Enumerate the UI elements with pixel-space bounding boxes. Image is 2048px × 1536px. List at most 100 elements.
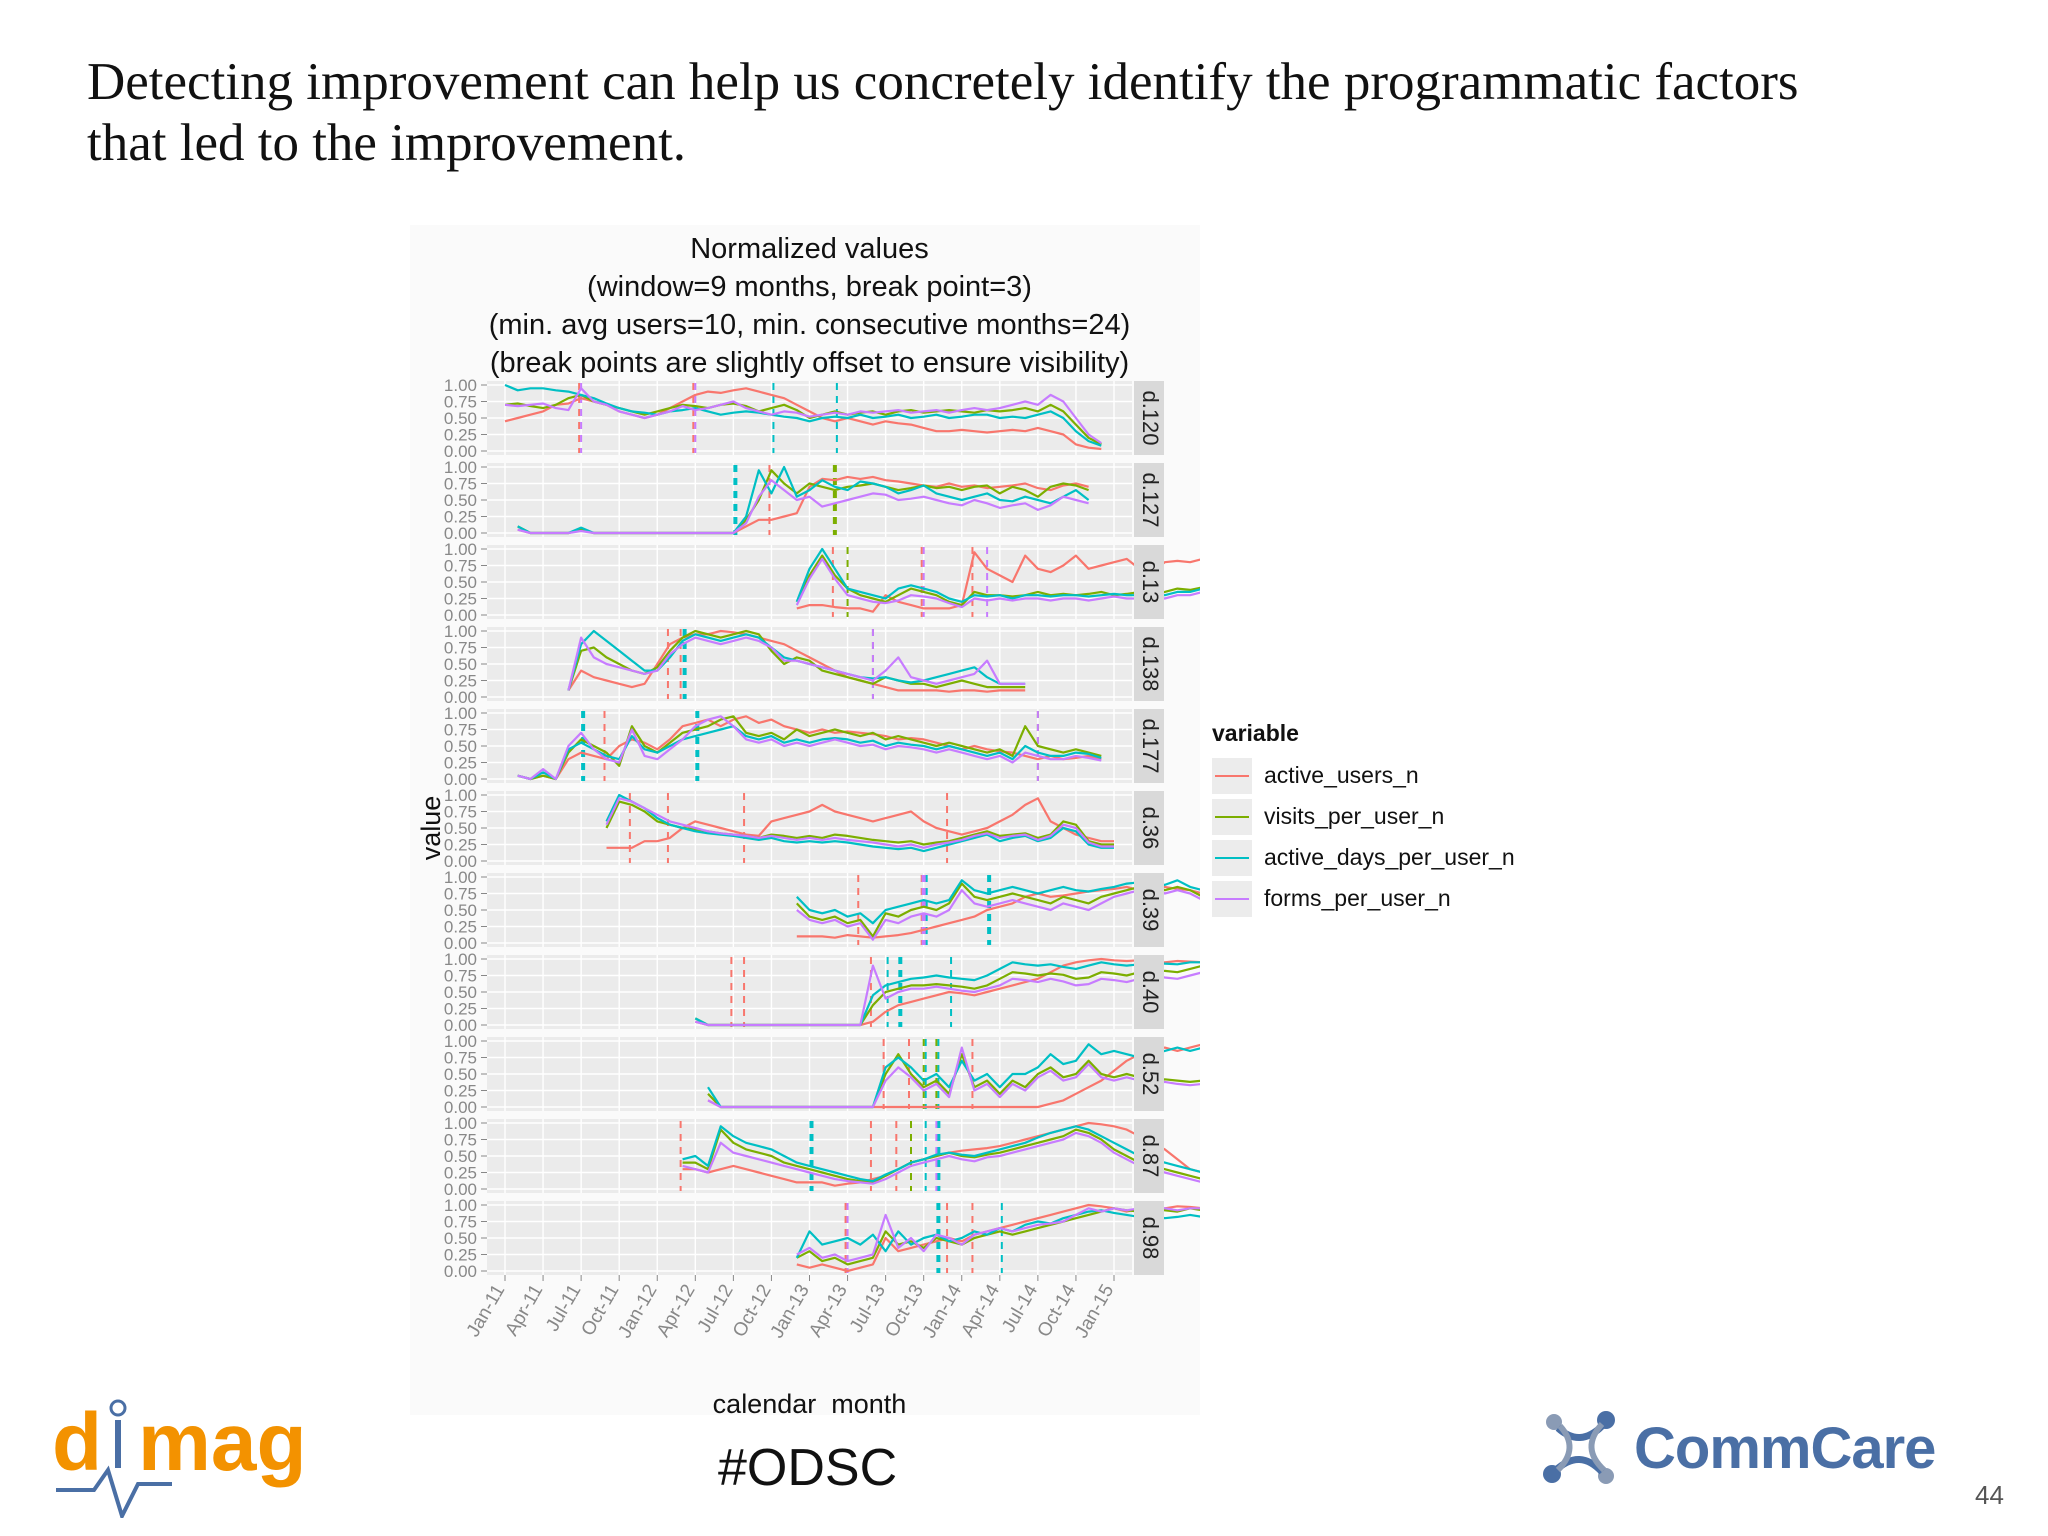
series-line-active_users_n: [606, 797, 1114, 849]
chart-title-line: (break points are slightly offset to ens…: [490, 347, 1129, 379]
facet-strip: [1134, 1119, 1164, 1193]
series-line-forms_per_user_n: [517, 479, 1089, 535]
y-tick-label: 1.00: [444, 458, 477, 477]
series-line-active_days_per_user_n: [504, 383, 1102, 447]
legend-label-active-users: active_users_n: [1264, 762, 1419, 788]
x-tick-label: Apr-11: [501, 1281, 547, 1340]
y-tick-label: 0.75: [444, 1049, 477, 1068]
y-tick-label: 0.75: [444, 803, 477, 822]
legend-title: variable: [1212, 720, 1299, 746]
y-tick-label: 0.25: [444, 672, 477, 691]
series-line-visits_per_user_n: [605, 800, 1114, 846]
y-tick-label: 0.25: [444, 426, 477, 445]
y-tick-label: 0.50: [444, 409, 477, 428]
x-tick-label: Apr-14: [957, 1281, 1004, 1341]
facet-strip: [1134, 545, 1164, 619]
y-tick-label: 0.75: [444, 885, 477, 904]
y-tick-label: 1.00: [444, 1196, 477, 1215]
facet-strip: [1134, 463, 1164, 537]
commcare-wordmark: CommCare: [1634, 1415, 1936, 1481]
y-tick-label: 1.00: [444, 950, 477, 969]
series-line-forms_per_user_n: [567, 636, 1026, 691]
legend-label-active-days-per-user: active_days_per_user_n: [1264, 844, 1515, 870]
legend-key-active-users: [1212, 757, 1252, 794]
legend-item-visits-per-user: visits_per_user_n: [1212, 796, 1515, 837]
y-tick-label: 0.25: [444, 836, 477, 855]
legend-key-forms-per-user: [1212, 880, 1252, 917]
slide-heading: Detecting improvement can help us concre…: [87, 52, 1967, 174]
facet-strip: [1134, 709, 1164, 783]
y-tick-label: 0.75: [444, 1131, 477, 1150]
y-tick-label: 1.00: [444, 376, 477, 395]
x-tick-label: Jan-14: [919, 1281, 966, 1342]
facet-strip: [1134, 955, 1164, 1029]
y-tick-label: 0.50: [444, 1147, 477, 1166]
facet-label: d.98: [1138, 1217, 1163, 1260]
facet-label: d.40: [1138, 971, 1163, 1014]
facet-label: d.39: [1138, 889, 1163, 932]
legend-key-visits-per-user: [1212, 798, 1252, 835]
y-tick-label: 0.50: [444, 737, 477, 756]
y-tick-label: 1.00: [444, 1032, 477, 1051]
facet-label: d.127: [1138, 472, 1163, 527]
facet-label: d.36: [1138, 807, 1163, 850]
y-tick-label: 0.00: [444, 934, 477, 953]
x-tick-label: Apr-13: [805, 1281, 852, 1341]
legend-item-active-days-per-user: active_days_per_user_n: [1212, 837, 1515, 878]
x-axis-label: calendar_month: [713, 1389, 907, 1415]
y-tick-label: 0.50: [444, 983, 477, 1002]
y-tick-label: 0.00: [444, 524, 477, 543]
y-tick-label: 0.75: [444, 721, 477, 740]
y-tick-label: 0.00: [444, 770, 477, 789]
y-tick-label: 0.50: [444, 573, 477, 592]
facet-label: d.177: [1138, 718, 1163, 773]
y-tick-label: 1.00: [444, 1114, 477, 1133]
series-line-active_days_per_user_n: [605, 793, 1114, 853]
facet-label: d.120: [1138, 390, 1163, 445]
y-tick-label: 0.50: [444, 1065, 477, 1084]
facet-label: d.52: [1138, 1053, 1163, 1096]
dimagi-logo: d magi: [52, 1388, 329, 1523]
y-tick-label: 0.00: [444, 442, 477, 461]
y-tick-label: 1.00: [444, 868, 477, 887]
legend-item-active-users: active_users_n: [1212, 755, 1515, 796]
x-tick-label: Jan-15: [1071, 1281, 1118, 1342]
series-line-forms_per_user_n: [605, 797, 1114, 849]
facet-strip: [1134, 627, 1164, 701]
chart-legend: variable active_users_n visits_per_user_…: [1212, 720, 1515, 919]
page-number: 44: [1975, 1480, 2004, 1510]
series-line-forms_per_user_n: [517, 715, 1102, 781]
y-tick-label: 0.25: [444, 508, 477, 527]
commcare-logo: CommCare: [1540, 1408, 1936, 1488]
y-tick-label: 0.75: [444, 475, 477, 494]
chart-title-line: (min. avg users=10, min. consecutive mon…: [489, 309, 1131, 341]
commcare-mark-icon: [1543, 1411, 1615, 1484]
y-tick-label: 0.75: [444, 1213, 477, 1232]
y-tick-label: 0.00: [444, 688, 477, 707]
y-tick-label: 0.75: [444, 393, 477, 412]
y-tick-label: 1.00: [444, 540, 477, 559]
slide-heading-line-1: Detecting improvement can help us concre…: [87, 53, 1799, 111]
series-line-forms_per_user_n: [682, 1131, 1200, 1185]
facet-strip: [1134, 1037, 1164, 1111]
y-axis-label: value: [416, 796, 446, 861]
y-tick-label: 1.00: [444, 786, 477, 805]
y-tick-label: 0.00: [444, 852, 477, 871]
hashtag-text: #ODSC: [718, 1439, 898, 1497]
y-tick-label: 0.00: [444, 1262, 477, 1281]
legend-label-visits-per-user: visits_per_user_n: [1264, 803, 1445, 829]
slide-heading-line-2: that led to the improvement.: [87, 114, 687, 172]
facet-strip: [1134, 791, 1164, 865]
facet-label: d.13: [1138, 561, 1163, 604]
y-tick-label: 0.75: [444, 639, 477, 658]
y-tick-label: 0.50: [444, 819, 477, 838]
y-tick-label: 1.00: [444, 622, 477, 641]
x-tick-label: Jan-11: [463, 1281, 510, 1341]
legend-key-active-days-per-user: [1212, 839, 1252, 876]
legend-label-forms-per-user: forms_per_user_n: [1264, 885, 1451, 911]
y-tick-label: 0.25: [444, 754, 477, 773]
y-tick-label: 0.25: [444, 590, 477, 609]
y-tick-label: 0.50: [444, 901, 477, 920]
y-tick-label: 0.00: [444, 1098, 477, 1117]
series-line-active_days_per_user_n: [517, 725, 1102, 781]
